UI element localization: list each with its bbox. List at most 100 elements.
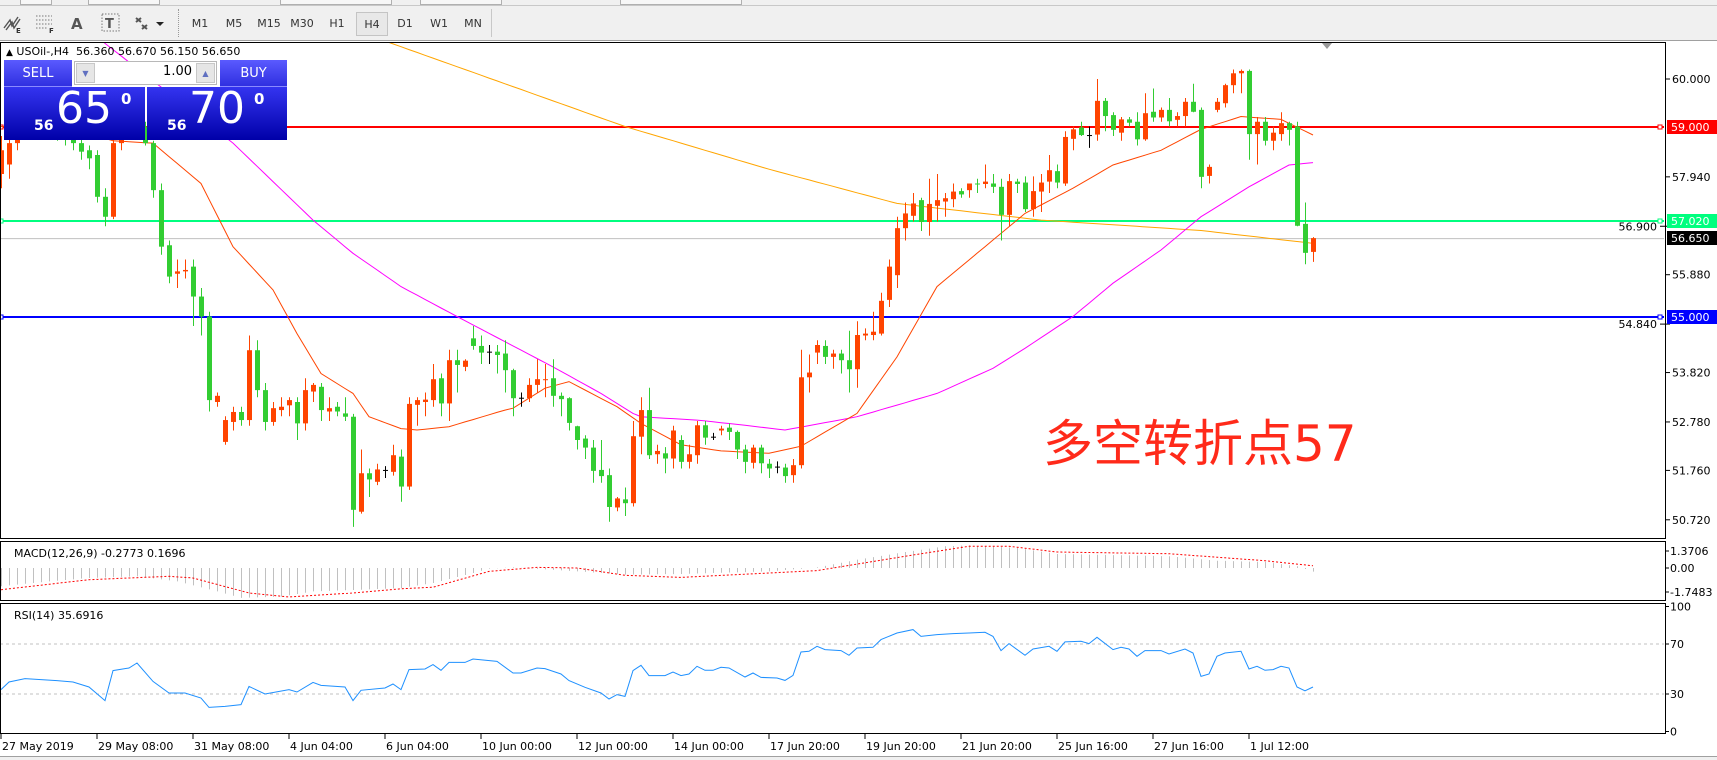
candle bbox=[1119, 117, 1124, 141]
timeframe-m15-button[interactable]: M15 bbox=[257, 16, 281, 30]
timeframe-d1-button[interactable]: D1 bbox=[397, 16, 413, 30]
candle-body bbox=[335, 406, 340, 412]
lot-increase-icon[interactable]: ▲ bbox=[196, 63, 215, 83]
candle-body bbox=[263, 390, 268, 422]
candle-body bbox=[1207, 166, 1212, 176]
candle bbox=[1063, 131, 1068, 186]
candle bbox=[807, 354, 812, 393]
candle-body bbox=[879, 300, 884, 334]
chart-shift-marker-icon[interactable] bbox=[1322, 43, 1332, 49]
text-icon[interactable]: A bbox=[64, 10, 90, 36]
timeframe-h4-button[interactable]: H4 bbox=[356, 12, 388, 36]
candle bbox=[503, 340, 508, 393]
candle-body bbox=[727, 427, 732, 432]
svg-text:F: F bbox=[49, 27, 54, 34]
candle bbox=[303, 378, 308, 431]
candle bbox=[239, 406, 244, 426]
candle-body bbox=[519, 397, 524, 399]
arrows-icon[interactable] bbox=[132, 10, 166, 36]
candle-body bbox=[847, 360, 852, 370]
sell-price-box[interactable]: 56 65 0 bbox=[4, 83, 145, 140]
elliott-wave-icon[interactable]: E bbox=[0, 10, 26, 36]
candle bbox=[751, 444, 756, 469]
text-label-icon[interactable]: T bbox=[98, 10, 124, 36]
candle-body bbox=[487, 351, 492, 353]
candle bbox=[295, 397, 300, 440]
candle-body bbox=[599, 469, 604, 477]
candle bbox=[159, 183, 164, 255]
ohlc-values: 56.360 56.670 56.150 56.650 bbox=[75, 45, 241, 58]
price-level-tag bbox=[1667, 120, 1717, 134]
candle bbox=[1311, 237, 1316, 262]
candle-body bbox=[351, 416, 356, 510]
chart-annotation-text[interactable]: 多空转折点57 bbox=[1043, 415, 1357, 473]
candle bbox=[111, 136, 116, 220]
candle-body bbox=[175, 271, 180, 274]
candle bbox=[1207, 164, 1212, 184]
one-click-trading-panel: SELL ▼ 1.00 ▲ BUY 56 65 0 56 70 0 bbox=[4, 60, 287, 140]
candle bbox=[1103, 98, 1108, 132]
candle bbox=[351, 413, 356, 527]
lot-size-value[interactable]: 1.00 bbox=[163, 64, 192, 79]
candle-body bbox=[79, 143, 84, 152]
level-handle-icon bbox=[1657, 218, 1663, 224]
candle bbox=[447, 349, 452, 421]
candle-body bbox=[95, 155, 100, 197]
rsi-axis-label: 70 bbox=[1670, 638, 1684, 651]
buy-button[interactable]: BUY bbox=[220, 60, 287, 87]
timeframe-m30-button[interactable]: M30 bbox=[290, 16, 314, 30]
candle-body bbox=[895, 228, 900, 276]
candle bbox=[255, 340, 260, 398]
candle bbox=[1183, 98, 1188, 127]
candle bbox=[783, 463, 788, 483]
candle bbox=[231, 406, 236, 431]
price-level-label: 59.000 bbox=[1671, 121, 1710, 134]
candle bbox=[959, 188, 964, 198]
candle-body bbox=[431, 379, 436, 401]
price-tick-label: 54.840 bbox=[1619, 318, 1658, 331]
candle bbox=[1087, 126, 1092, 148]
candle bbox=[1279, 112, 1284, 141]
candle-body bbox=[1119, 119, 1124, 133]
candle-body bbox=[607, 475, 612, 507]
candle-body bbox=[191, 266, 196, 297]
candle-body bbox=[807, 372, 812, 378]
candle-body bbox=[1247, 70, 1252, 135]
price-tick-label: 50.720 bbox=[1672, 514, 1711, 527]
candle-body bbox=[935, 200, 940, 206]
candle-body bbox=[751, 447, 756, 463]
macd-axis-label: 0.00 bbox=[1670, 562, 1695, 575]
fibonacci-grid-icon[interactable]: F bbox=[32, 10, 58, 36]
candle-body bbox=[295, 402, 300, 424]
timeframe-m1-button[interactable]: M1 bbox=[191, 16, 209, 30]
price-tick-label: 55.880 bbox=[1672, 269, 1711, 282]
candle-body bbox=[1191, 101, 1196, 112]
candle bbox=[1055, 164, 1060, 189]
timeframe-mn-button[interactable]: MN bbox=[464, 16, 482, 30]
candle bbox=[535, 359, 540, 393]
symbol-timeframe: USOil-,H4 bbox=[16, 45, 69, 58]
candle-body bbox=[1, 150, 4, 174]
candle bbox=[815, 340, 820, 364]
buy-price-prefix: 56 bbox=[167, 118, 187, 134]
candle-body bbox=[151, 143, 156, 191]
price-level-label: 55.000 bbox=[1671, 311, 1710, 324]
candle bbox=[895, 216, 900, 288]
timeframe-h1-button[interactable]: H1 bbox=[329, 16, 345, 30]
candle-body bbox=[535, 379, 540, 385]
sell-button[interactable]: SELL bbox=[4, 60, 72, 87]
level-handle-icon bbox=[1657, 124, 1663, 130]
lot-decrease-icon[interactable]: ▼ bbox=[76, 63, 95, 83]
candle-body bbox=[959, 191, 964, 195]
candle bbox=[951, 183, 956, 208]
timeframe-m5-button[interactable]: M5 bbox=[225, 16, 243, 30]
candle bbox=[1031, 176, 1036, 217]
lot-size-field[interactable]: ▼ 1.00 ▲ bbox=[74, 61, 217, 85]
candle bbox=[1231, 69, 1236, 94]
collapse-triangle-icon[interactable]: ▲ bbox=[6, 48, 13, 58]
candle-body bbox=[1039, 182, 1044, 192]
timeframe-w1-button[interactable]: W1 bbox=[430, 16, 448, 30]
macd-axis-label: 1.3706 bbox=[1670, 545, 1709, 558]
buy-price-box[interactable]: 56 70 0 bbox=[147, 83, 287, 140]
